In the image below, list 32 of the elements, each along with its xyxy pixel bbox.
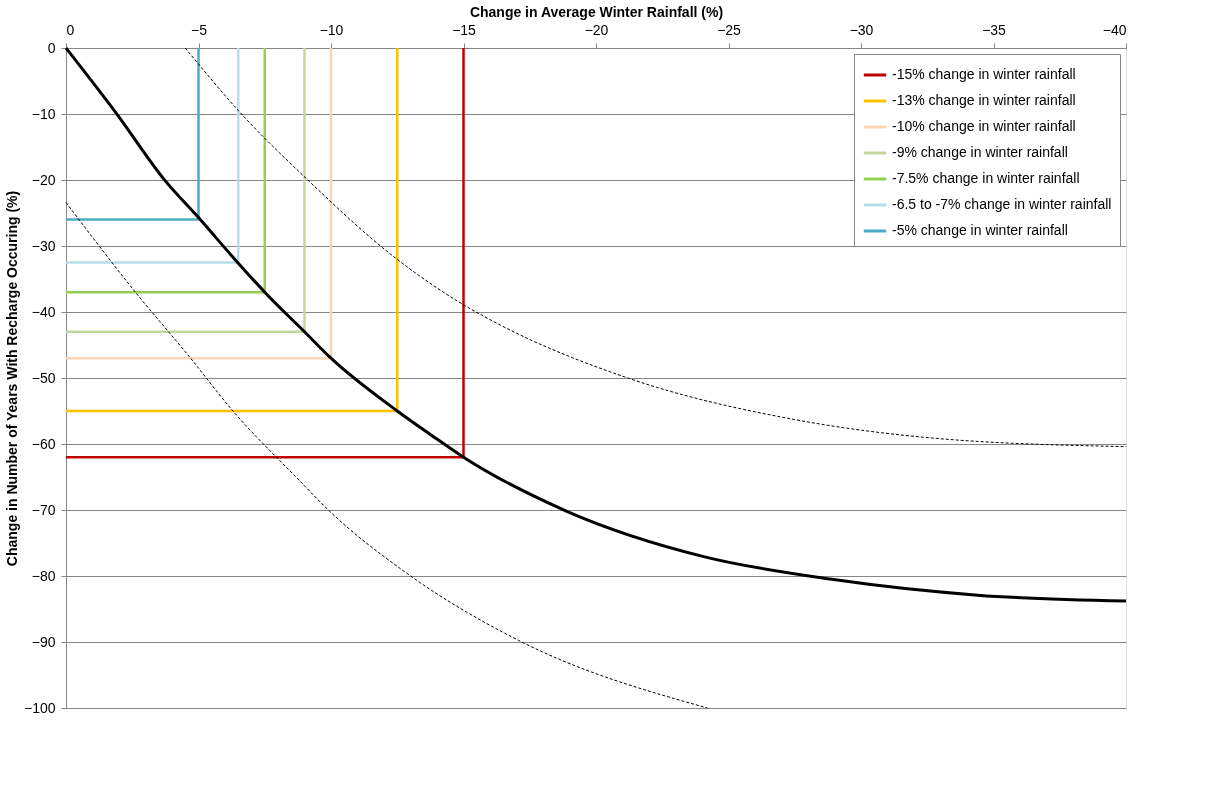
legend-label: -13% change in winter rainfall [892,92,1076,108]
y-tick-label: −70 [31,501,56,518]
legend-label: -7.5% change in winter rainfall [892,170,1080,186]
x-tick-label: −15 [452,21,477,38]
x-tick-label: −40 [1102,21,1127,38]
legend-label: -9% change in winter rainfall [892,144,1068,160]
y-tick-label: −50 [31,369,56,386]
y-tick-label: −30 [31,237,56,254]
line-series [64,46,1128,603]
y-tick-label: −10 [31,105,56,122]
legend-label: -6.5 to -7% change in winter rainfall [892,196,1112,212]
legend-label: -10% change in winter rainfall [892,118,1076,134]
x-tick-label: −5 [191,21,208,38]
x-tick-label: −10 [319,21,344,38]
y-tick-label: −20 [31,171,56,188]
legend-label: -5% change in winter rainfall [892,222,1068,238]
y-tick-label: −80 [31,567,56,584]
x-tick-label: −20 [584,21,609,38]
x-tick-label: −30 [849,21,874,38]
x-axis-title: Change in Average Winter Rainfall (%) [469,3,724,20]
y-tick-label: −100 [23,699,56,716]
x-tick-label: −35 [982,21,1007,38]
y-tick-label: −60 [31,435,56,452]
x-tick-label: −25 [717,21,742,38]
line-series [65,201,708,709]
line-series [184,47,1127,448]
y-tick-label: 0 [47,39,56,56]
y-tick-label: −40 [31,303,56,320]
y-axis-title: Change in Number of Years With Recharge Occuring (%) [3,190,20,567]
legend-label: -15% change in winter rainfall [892,66,1076,82]
y-tick-label: −90 [31,633,56,650]
x-tick-label: 0 [66,21,75,38]
